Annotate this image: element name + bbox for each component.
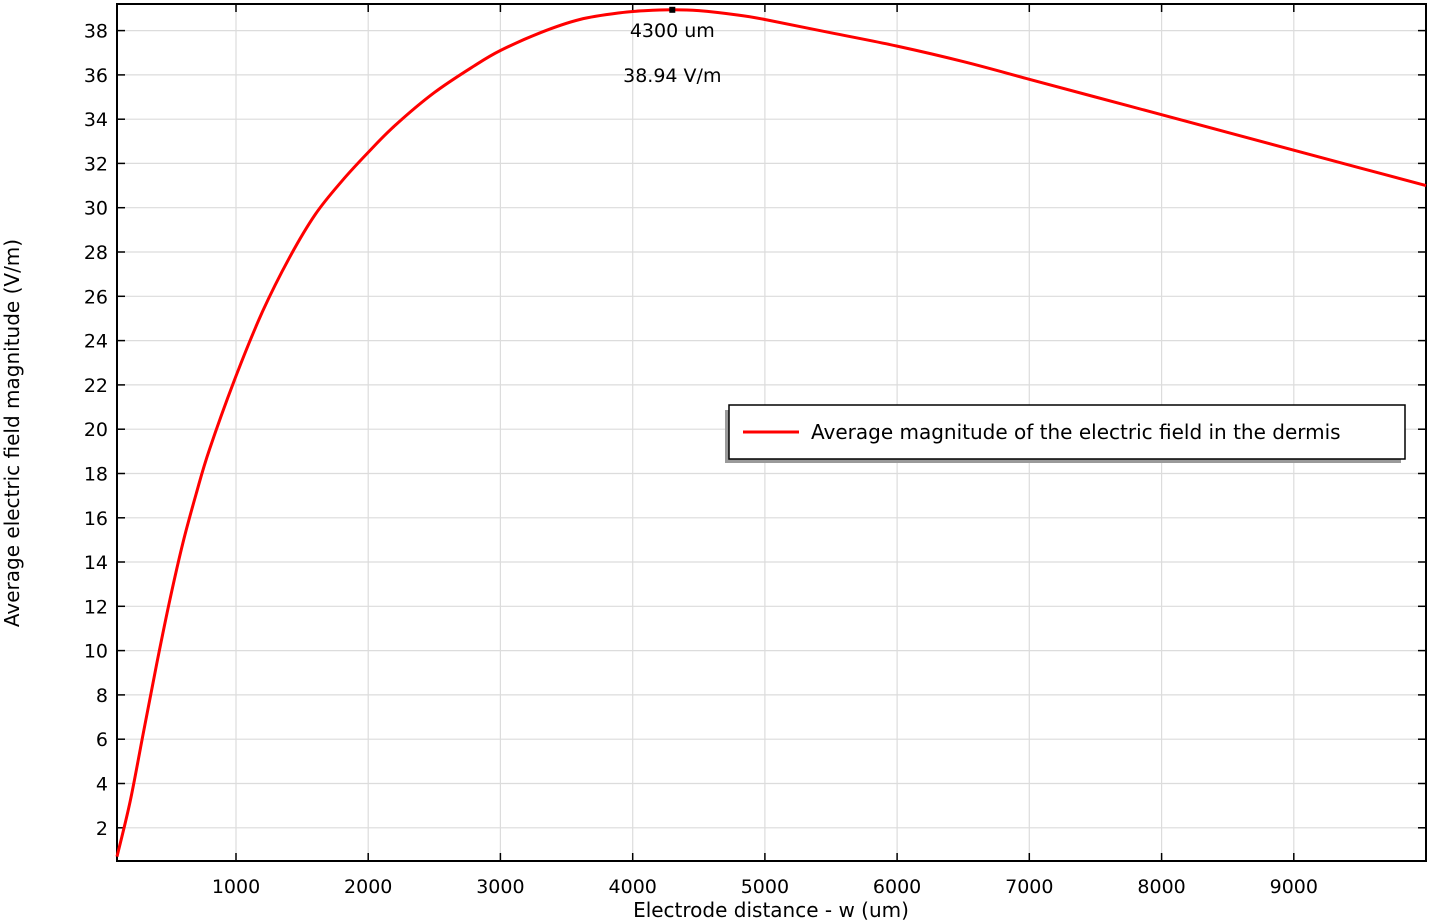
x-tick-label: 9000 xyxy=(1270,876,1318,898)
y-tick-label: 12 xyxy=(84,596,108,618)
y-tick-label: 16 xyxy=(84,508,108,530)
series-lines xyxy=(115,8,1427,857)
y-tick-label: 38 xyxy=(84,21,108,43)
y-tick-label: 2 xyxy=(96,818,108,840)
legend-label: Average magnitude of the electric field … xyxy=(811,420,1341,444)
x-tick-label: 3000 xyxy=(476,876,524,898)
y-tick-label: 34 xyxy=(84,109,108,131)
y-tick-label: 6 xyxy=(96,729,108,751)
y-tick-label: 4 xyxy=(96,774,108,796)
peak-y-label: 38.94 V/m xyxy=(623,65,721,87)
y-tick-label: 20 xyxy=(84,419,108,441)
series-line xyxy=(115,8,1427,857)
y-tick-label: 10 xyxy=(84,641,108,663)
x-tick-label: 2000 xyxy=(344,876,392,898)
plot-frame xyxy=(116,3,1427,862)
y-tick-label: 26 xyxy=(84,286,108,308)
x-axis-title: Electrode distance - w (um) xyxy=(633,898,909,922)
axis-ticks xyxy=(117,4,1426,861)
y-tick-label: 30 xyxy=(84,198,108,220)
peak-x-label: 4300 um xyxy=(630,20,715,42)
x-tick-label: 1000 xyxy=(212,876,260,898)
peak-marker xyxy=(669,6,676,13)
y-tick-label: 32 xyxy=(84,153,108,175)
y-axis-title: Average electric field magnitude (V/m) xyxy=(0,239,24,627)
x-tick-label: 8000 xyxy=(1137,876,1185,898)
y-tick-label: 8 xyxy=(96,685,108,707)
x-tick-label: 4000 xyxy=(609,876,657,898)
legend-box xyxy=(728,404,1406,460)
legend: Average magnitude of the electric field … xyxy=(725,404,1406,463)
y-tick-label: 36 xyxy=(84,65,108,87)
y-tick-label: 22 xyxy=(84,375,108,397)
grid-lines xyxy=(117,4,1426,861)
peak-annotation: 4300 um 38.94 V/m xyxy=(623,6,721,87)
y-tick-label: 24 xyxy=(84,331,108,353)
y-tick-label: 28 xyxy=(84,242,108,264)
x-tick-labels: 1000 2000 3000 4000 5000 6000 7000 8000 9000 xyxy=(212,876,1318,898)
x-tick-label: 6000 xyxy=(873,876,921,898)
x-tick-label: 5000 xyxy=(741,876,789,898)
y-tick-label: 18 xyxy=(84,464,108,486)
x-tick-label: 7000 xyxy=(1005,876,1053,898)
y-tick-label: 14 xyxy=(84,552,108,574)
